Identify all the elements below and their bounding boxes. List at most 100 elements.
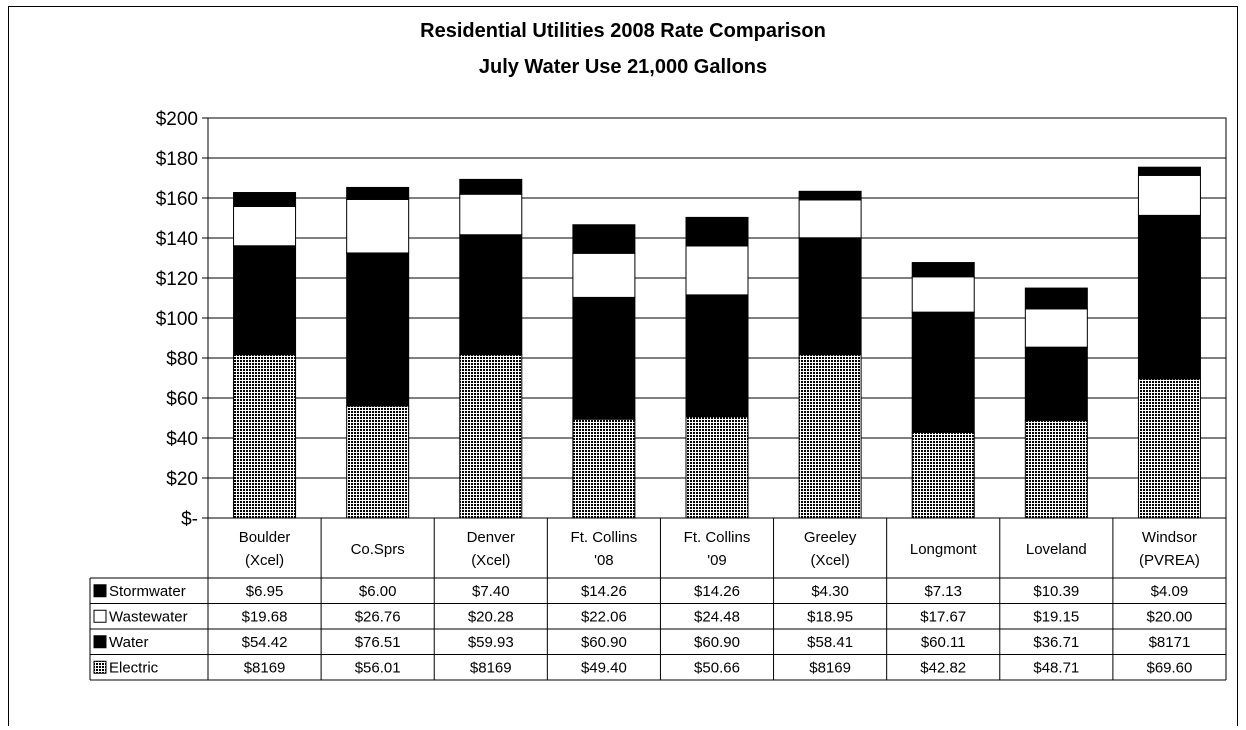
- y-tick-label: $-: [181, 509, 198, 530]
- y-tick-label: $160: [156, 189, 198, 210]
- bar-segment-stormwater: [572, 224, 636, 254]
- bar-segment-wastewater: [911, 276, 975, 313]
- bar-segment-electric: [798, 354, 862, 519]
- y-tick-label: $200: [156, 109, 198, 130]
- data-label: $60.90: [694, 634, 740, 651]
- data-label: $58.41: [807, 634, 853, 651]
- y-tick-label: $100: [156, 309, 198, 330]
- bar-segment-wastewater: [572, 252, 636, 298]
- category-label: (Xcel): [471, 552, 510, 569]
- legend-label: Electric: [109, 659, 159, 676]
- bar-segment-stormwater: [911, 262, 975, 278]
- data-label: $59.93: [468, 634, 514, 651]
- bar-segment-electric: [572, 418, 636, 519]
- bar-segment-electric: [1024, 420, 1088, 519]
- bar-segment-wastewater: [1137, 174, 1201, 216]
- legend-marker-electric: [93, 660, 107, 674]
- bar-segment-water: [346, 252, 410, 407]
- category-label: '08: [594, 552, 614, 569]
- y-tick-label: $80: [166, 349, 198, 370]
- chart-title: Residential Utilities 2008 Rate Comparis…: [420, 20, 826, 42]
- chart-subtitle: July Water Use 21,000 Gallons: [478, 56, 768, 78]
- legend-label: Stormwater: [109, 583, 186, 600]
- data-label: $54.42: [242, 634, 288, 651]
- bar-segment-wastewater: [346, 198, 410, 254]
- data-label: $7.13: [924, 583, 962, 600]
- bar-segment-stormwater: [233, 192, 297, 207]
- bar-segment-stormwater: [798, 190, 862, 201]
- data-label: $49.40: [581, 659, 627, 676]
- bar-segment-water: [1137, 214, 1201, 380]
- data-label: $24.48: [694, 608, 740, 625]
- y-tick-label: $180: [156, 149, 198, 170]
- data-label: $19.15: [1033, 608, 1079, 625]
- bar-segment-wastewater: [459, 193, 523, 236]
- legend-marker-stormwater: [93, 584, 107, 598]
- bar-segment-water: [1024, 346, 1088, 422]
- category-label: Boulder: [239, 529, 291, 546]
- data-label: $18.95: [807, 608, 853, 625]
- bar-segment-electric: [459, 354, 523, 519]
- chart-frame: [8, 6, 1238, 726]
- y-tick-label: $40: [166, 429, 198, 450]
- data-label: $4.30: [811, 583, 849, 600]
- data-label: $36.71: [1033, 634, 1079, 651]
- data-label: $10.39: [1033, 583, 1079, 600]
- bar-segment-wastewater: [233, 205, 297, 247]
- category-label: (Xcel): [245, 552, 284, 569]
- data-label: $76.51: [355, 634, 401, 651]
- bar-segment-stormwater: [1024, 287, 1088, 310]
- category-label: (Xcel): [811, 552, 850, 569]
- bar-segment-wastewater: [798, 199, 862, 239]
- category-label: '09: [707, 552, 727, 569]
- data-label: $19.68: [242, 608, 288, 625]
- bar-segment-water: [911, 311, 975, 433]
- data-label: $6.95: [246, 583, 284, 600]
- legend-label: Water: [109, 634, 148, 651]
- data-label: $8169: [244, 659, 286, 676]
- category-label: Ft. Collins: [684, 529, 751, 546]
- legend-label: Wastewater: [109, 608, 188, 625]
- data-label: $69.60: [1146, 659, 1192, 676]
- bar-segment-wastewater: [1024, 308, 1088, 348]
- y-tick-label: $140: [156, 229, 198, 250]
- bar-segment-stormwater: [1137, 166, 1201, 176]
- bar-segment-wastewater: [685, 245, 749, 296]
- y-tick-label: $20: [166, 469, 198, 490]
- bar-segment-water: [685, 294, 749, 418]
- data-label: $22.06: [581, 608, 627, 625]
- bar-segment-electric: [1137, 378, 1201, 519]
- category-label: Windsor: [1142, 529, 1197, 546]
- data-label: $6.00: [359, 583, 397, 600]
- category-label: Longmont: [910, 541, 978, 558]
- bar-segment-electric: [685, 416, 749, 519]
- data-label: $26.76: [355, 608, 401, 625]
- category-label: (PVREA): [1139, 552, 1200, 569]
- category-label: Denver: [467, 529, 515, 546]
- bar-segment-water: [459, 234, 523, 356]
- data-label: $17.67: [920, 608, 966, 625]
- data-label: $7.40: [472, 583, 510, 600]
- category-label: Ft. Collins: [571, 529, 638, 546]
- data-label: $8171: [1149, 634, 1191, 651]
- bar-segment-water: [233, 245, 297, 356]
- data-label: $42.82: [920, 659, 966, 676]
- data-label: $20.00: [1146, 608, 1192, 625]
- data-label: $60.11: [921, 634, 966, 651]
- data-label: $50.66: [694, 659, 740, 676]
- legend-marker-water: [93, 635, 107, 649]
- data-label: $14.26: [581, 583, 627, 600]
- bar-segment-electric: [233, 354, 297, 519]
- bar-segment-water: [798, 237, 862, 356]
- bar-segment-stormwater: [459, 178, 523, 195]
- data-label: $48.71: [1033, 659, 1079, 676]
- bar-segment-stormwater: [346, 186, 410, 200]
- data-label: $8169: [470, 659, 512, 676]
- bar-segment-electric: [911, 431, 975, 519]
- y-tick-label: $120: [156, 269, 198, 290]
- data-label: $20.28: [468, 608, 514, 625]
- category-label: Greeley: [804, 529, 857, 546]
- data-label: $4.09: [1151, 583, 1189, 600]
- legend-marker-wastewater: [93, 609, 107, 623]
